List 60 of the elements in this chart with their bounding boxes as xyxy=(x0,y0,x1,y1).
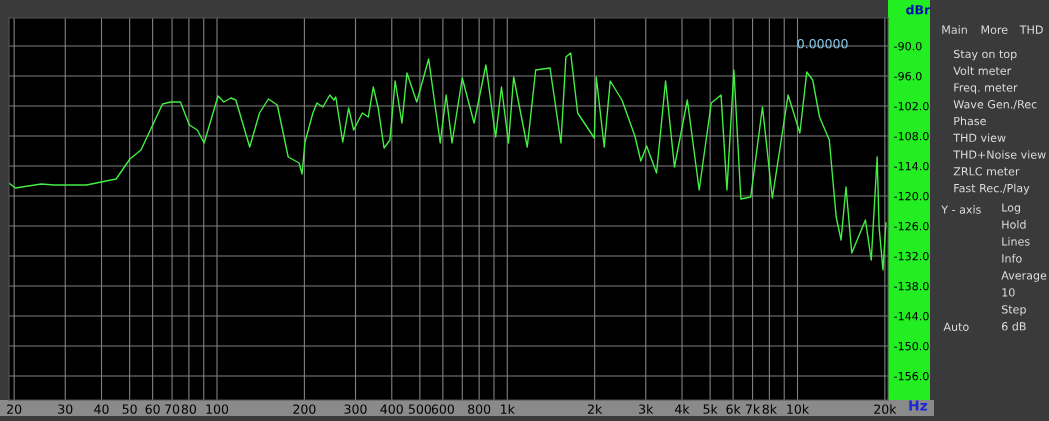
text: Average xyxy=(1001,271,1047,282)
text: THD view xyxy=(953,133,1006,142)
text: Volt meter xyxy=(953,66,1012,75)
x-tick-label: 50 xyxy=(122,404,137,414)
x-tick-label: 800 xyxy=(468,404,491,414)
text: ZRLC meter xyxy=(953,167,1020,176)
x-tick-label: 200 xyxy=(293,404,316,414)
text: Hold xyxy=(1002,220,1026,229)
text: Auto xyxy=(943,322,969,331)
y-tick-label: -156.0 xyxy=(894,371,929,381)
x-tick-label: 500 xyxy=(408,404,431,414)
x-tick-label: 10k xyxy=(787,404,810,414)
y-tick-label: -150.0 xyxy=(894,341,929,351)
text: Fast Rec./Play xyxy=(954,183,1030,195)
x-tick-label: 5k xyxy=(703,404,718,414)
y-tick-label: -102.0 xyxy=(894,101,929,111)
text: THD xyxy=(1019,25,1043,34)
text: Step xyxy=(1001,305,1026,316)
x-tick-label: 7k xyxy=(745,404,761,414)
text: Info xyxy=(1002,254,1022,263)
x-tick-label: 60 xyxy=(145,404,160,414)
text: Lines xyxy=(1002,237,1030,246)
x-tick-label: 40 xyxy=(94,404,109,414)
y-tick-label: -114.0 xyxy=(894,161,929,171)
x-tick-label: 20k xyxy=(874,404,897,414)
x-tick-label: 20 xyxy=(7,404,22,414)
y-tick-label: -144.0 xyxy=(894,311,929,321)
text: Wave Gen./Rec xyxy=(953,100,1037,110)
x-tick-label: 600 xyxy=(431,404,454,414)
x-tick-label: 80 xyxy=(181,404,197,414)
x-tick-label: 400 xyxy=(380,404,403,414)
y-tick-label: -126.0 xyxy=(894,221,929,231)
text: 6 dB xyxy=(1002,321,1026,331)
x-tick-label: 2k xyxy=(587,404,603,414)
y-tick-label: -132.0 xyxy=(894,251,929,261)
text: THD+Noise view xyxy=(953,150,1046,159)
y-tick-label: -96.0 xyxy=(894,71,922,81)
text: 10 xyxy=(1002,288,1015,297)
annotation: 0.00000 xyxy=(797,38,848,49)
y-tick-label: -108.0 xyxy=(894,131,929,141)
x-tick-label: 300 xyxy=(344,404,367,414)
text: Main xyxy=(942,25,967,34)
y-tick-label: -90.0 xyxy=(894,41,922,51)
text: Y - axis xyxy=(941,205,981,214)
x-axis-title: Hz xyxy=(909,400,928,411)
y-tick-label: -120.0 xyxy=(894,191,929,201)
text: Stay on top xyxy=(953,49,1017,61)
text: More xyxy=(981,25,1008,34)
x-tick-label: 70 xyxy=(165,404,180,414)
x-tick-label: 4k xyxy=(675,404,690,414)
x-tick-label: 3k xyxy=(639,404,654,414)
x-tick-label: 8k xyxy=(762,404,777,414)
text: Freq. meter xyxy=(954,83,1018,94)
x-tick-label: 30 xyxy=(58,404,73,414)
text: Log xyxy=(1002,203,1021,214)
x-tick-label: 1k xyxy=(501,404,515,414)
x-tick-label: 100 xyxy=(206,404,229,414)
text: Phase xyxy=(954,116,986,126)
y-tick-label: -138.0 xyxy=(894,281,929,291)
x-tick-label: 6k xyxy=(726,404,741,414)
